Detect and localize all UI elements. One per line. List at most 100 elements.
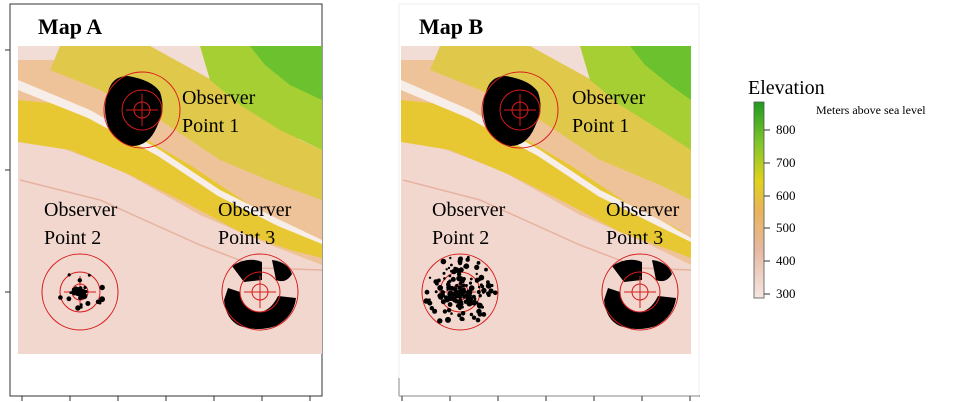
viewshed-point <box>75 305 81 311</box>
legend-tick-label: 300 <box>776 286 796 301</box>
viewshed-point <box>471 315 477 320</box>
viewshed-point <box>437 318 443 324</box>
viewshed-point <box>444 297 450 303</box>
viewshed-point <box>427 300 433 306</box>
viewshed-point <box>455 290 459 294</box>
viewshed-point <box>443 277 446 280</box>
viewshed-point <box>437 293 443 299</box>
viewshed-blob <box>224 288 296 329</box>
observer-label-3-line1: Observer <box>218 199 292 221</box>
viewshed-point <box>466 289 473 296</box>
observer-label-2-line1: Observer <box>432 199 506 221</box>
viewshed-point <box>79 305 83 309</box>
legend-tick-label: 400 <box>776 253 796 268</box>
map-b-frame <box>398 3 700 397</box>
viewshed-point <box>467 298 472 303</box>
legend-subtitle: Meters above sea level <box>816 103 926 117</box>
viewshed-point <box>437 285 444 291</box>
viewshed-point <box>66 296 72 302</box>
observer-label-3-line2: Point 3 <box>218 227 275 249</box>
viewshed-point <box>85 301 91 306</box>
viewshed-point <box>481 312 487 317</box>
viewshed-point <box>475 317 481 323</box>
observer-label-2-line2: Point 2 <box>44 227 101 249</box>
viewshed-point <box>450 269 453 273</box>
range-ring-inner <box>121 89 163 131</box>
viewshed-point <box>459 276 463 280</box>
viewshed-point <box>475 277 480 282</box>
viewshed-point <box>77 278 83 283</box>
viewshed-point <box>446 308 452 313</box>
viewshed-point <box>457 256 463 262</box>
viewshed-point <box>475 272 478 276</box>
viewshed-point <box>458 297 462 301</box>
viewshed-point <box>77 292 83 298</box>
viewshed-point <box>457 313 462 318</box>
viewshed-point <box>58 295 63 300</box>
viewshed-point <box>468 281 473 285</box>
viewshed-point <box>463 299 468 304</box>
map-b: Map B Observer Point 1 Observer Point 2 … <box>398 3 700 401</box>
legend-title: Elevation <box>748 77 825 99</box>
viewshed-point <box>424 289 430 295</box>
viewshed-point <box>432 308 438 314</box>
legend-tick-label: 600 <box>776 188 796 203</box>
legend-tick-label: 800 <box>776 122 796 137</box>
viewshed-point <box>473 297 477 301</box>
map-a-observer-point-3 <box>221 253 299 331</box>
viewshed-point <box>99 296 105 303</box>
viewshed-points <box>58 273 105 311</box>
legend-tick-label: 500 <box>776 220 796 235</box>
map-b-axis-ticks <box>401 396 691 401</box>
viewshed-point <box>459 316 465 322</box>
viewshed-point <box>450 312 453 315</box>
viewshed-point <box>476 261 481 265</box>
viewshed-point <box>493 290 498 296</box>
viewshed-point <box>463 263 470 270</box>
viewshed-points <box>423 255 498 324</box>
viewshed-point <box>458 267 464 273</box>
observer-label-1-line1: Observer <box>572 87 646 109</box>
viewshed-point <box>99 284 105 291</box>
observer-label-1-line1: Observer <box>182 87 256 109</box>
viewshed-point <box>436 278 441 283</box>
legend-ticks <box>764 129 770 295</box>
viewshed-point <box>450 263 453 267</box>
map-b-title: Map B <box>419 14 484 39</box>
viewshed-point <box>447 302 453 307</box>
viewshed-point <box>455 293 460 299</box>
viewshed-point <box>445 268 448 271</box>
viewshed-point <box>445 316 451 323</box>
viewshed-point <box>461 288 467 294</box>
observer-label-2-line2: Point 2 <box>432 227 489 249</box>
range-ring-outer <box>103 71 181 149</box>
viewshed-point <box>451 268 457 275</box>
legend-color-bar <box>753 101 765 299</box>
viewshed-point <box>79 303 83 307</box>
viewshed-point <box>466 301 471 306</box>
viewshed-point <box>488 288 494 294</box>
viewshed-point <box>83 285 87 290</box>
viewshed-point <box>440 258 447 265</box>
viewshed-point <box>490 283 494 288</box>
viewshed-point <box>98 301 102 305</box>
viewshed-point <box>469 312 474 317</box>
viewshed-point <box>450 276 456 282</box>
viewshed-point <box>484 267 488 272</box>
viewshed-point <box>485 282 492 289</box>
viewshed-point <box>77 289 82 294</box>
viewshed-point <box>477 285 481 289</box>
viewshed-point <box>440 290 445 295</box>
map-a-observer-point-1 <box>103 71 181 149</box>
viewshed-point <box>441 293 445 298</box>
viewshed-point <box>457 301 463 308</box>
viewshed-point <box>464 284 468 287</box>
observer-label-2-line1: Observer <box>44 199 118 221</box>
viewshed-point <box>428 298 431 302</box>
viewshed-point <box>477 311 483 317</box>
elevation-legend: Elevation Meters above sea level 800 700… <box>748 77 926 301</box>
map-b-observer-point-1 <box>481 71 559 149</box>
viewshed-point <box>478 274 485 281</box>
viewshed-point <box>446 284 452 291</box>
